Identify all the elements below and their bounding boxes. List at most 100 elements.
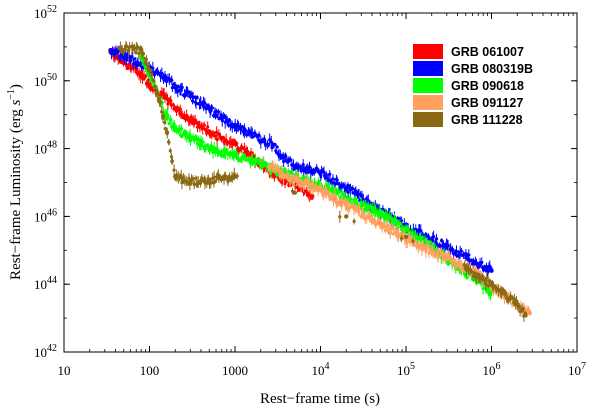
data-point	[173, 105, 178, 110]
data-point	[207, 106, 212, 111]
data-point	[141, 52, 146, 56]
data-point	[178, 107, 182, 111]
data-point	[462, 272, 466, 276]
data-point	[300, 166, 304, 170]
data-point	[444, 255, 449, 261]
data-point	[434, 237, 439, 241]
data-point	[195, 95, 199, 100]
data-point	[275, 145, 279, 149]
data-point	[219, 115, 224, 121]
data-point	[480, 260, 484, 264]
x-tick-label: 106	[483, 361, 501, 378]
x-tick-label: 10	[58, 363, 71, 378]
data-point	[268, 138, 272, 142]
data-point	[164, 79, 169, 83]
data-point	[474, 261, 479, 266]
data-point	[411, 239, 415, 243]
data-point	[207, 129, 212, 134]
data-point	[322, 170, 326, 174]
data-point	[196, 137, 200, 141]
data-point	[152, 85, 157, 89]
data-point	[122, 48, 126, 52]
data-point	[489, 282, 494, 287]
data-point	[378, 211, 383, 216]
data-point	[136, 60, 140, 64]
data-point	[193, 118, 197, 122]
data-point	[245, 133, 249, 137]
y-tick-label: 1044	[34, 275, 57, 292]
data-point	[206, 125, 210, 129]
data-point	[420, 235, 424, 240]
y-axis-title-main: Rest−frame Luminosity (erg	[8, 106, 24, 280]
data-point	[125, 44, 129, 49]
legend-label: GRB 111228	[451, 113, 523, 127]
data-point	[476, 265, 481, 269]
y-tick-label: 1052	[34, 4, 57, 21]
data-point	[109, 52, 114, 56]
data-point	[266, 164, 272, 169]
data-point	[284, 154, 288, 158]
data-point	[344, 185, 349, 190]
data-series	[108, 41, 532, 322]
data-point	[180, 112, 184, 116]
data-point	[147, 81, 152, 87]
data-point	[277, 169, 281, 173]
data-point	[250, 157, 255, 161]
data-point	[295, 175, 299, 180]
data-point	[352, 219, 356, 223]
data-point	[180, 180, 184, 185]
data-point	[188, 117, 193, 123]
data-point	[146, 78, 151, 82]
data-point	[135, 45, 140, 49]
data-point	[232, 141, 238, 146]
data-point	[139, 47, 144, 53]
data-point	[156, 91, 160, 96]
data-point	[275, 172, 279, 177]
data-point	[180, 134, 184, 139]
data-point	[288, 178, 292, 182]
data-point	[333, 193, 337, 197]
series-grb-080319b	[108, 45, 494, 277]
data-point	[378, 221, 383, 227]
legend-swatch	[413, 95, 443, 110]
data-point	[232, 174, 238, 179]
data-point	[173, 125, 178, 131]
data-point	[215, 114, 219, 118]
data-point	[157, 99, 162, 104]
data-point	[143, 74, 148, 79]
data-point	[341, 183, 345, 187]
data-point	[459, 249, 463, 253]
data-point	[331, 199, 336, 203]
data-point	[344, 214, 349, 219]
data-point	[162, 95, 167, 100]
x-tick-label: 1000	[222, 363, 248, 378]
data-point	[290, 171, 294, 175]
data-point	[399, 236, 404, 241]
y-axis-title-close: )	[8, 84, 24, 89]
legend-label: GRB 080319B	[451, 62, 533, 76]
data-point	[212, 145, 216, 150]
data-point	[335, 178, 339, 182]
data-point	[521, 307, 525, 311]
data-point	[163, 120, 167, 125]
data-point	[403, 227, 409, 233]
data-point	[167, 140, 171, 144]
data-point	[331, 177, 335, 181]
data-point	[392, 227, 396, 231]
data-point	[168, 149, 172, 153]
data-point	[215, 137, 219, 142]
y-tick-label: 1050	[34, 72, 57, 89]
data-point	[216, 110, 221, 114]
data-point	[162, 75, 167, 81]
data-point	[195, 125, 200, 129]
data-point	[132, 57, 137, 61]
data-point	[386, 223, 390, 227]
data-point	[257, 158, 262, 162]
data-point	[170, 78, 174, 82]
data-point	[318, 187, 323, 193]
data-point	[223, 174, 228, 178]
data-point	[344, 202, 349, 207]
data-point	[257, 133, 261, 137]
y-tick-label: 1048	[34, 140, 57, 157]
